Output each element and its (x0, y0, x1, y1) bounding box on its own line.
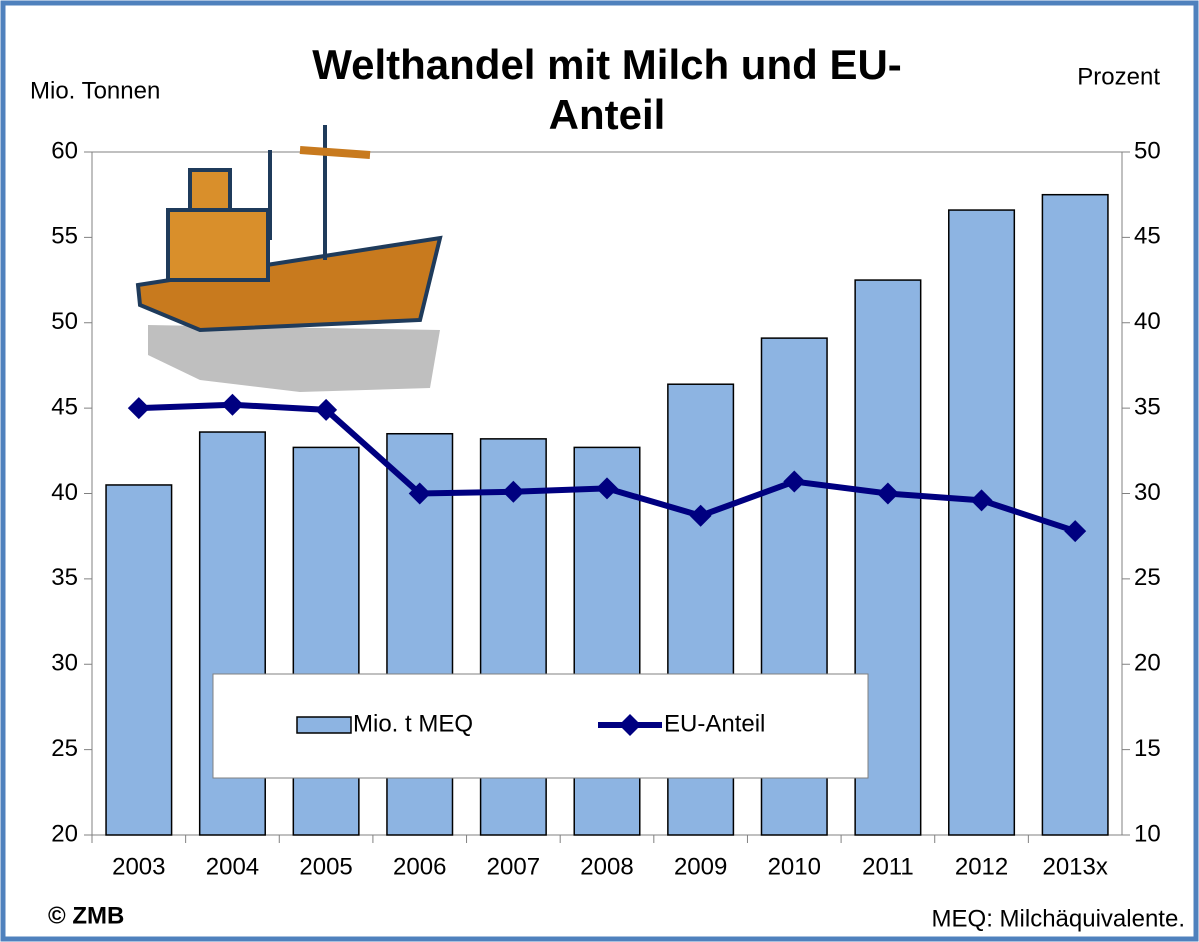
y-tick-label: 55 (51, 223, 78, 250)
ship-shadow (148, 325, 440, 392)
legend-label: Mio. t MEQ (353, 710, 473, 737)
y-tick-label: 60 (51, 137, 78, 164)
y-tick-label: 25 (51, 735, 78, 762)
bar (105, 484, 173, 836)
x-tick-label: 2007 (487, 853, 540, 880)
marker (315, 398, 338, 421)
marker (408, 482, 431, 505)
x-tick-label: 2011 (862, 853, 914, 880)
y-tick-label: 35 (51, 564, 78, 591)
marker (876, 482, 899, 505)
y2-tick-label: 50 (1134, 137, 1161, 164)
legend-swatch (296, 716, 352, 734)
marker (1064, 520, 1087, 543)
y2-tick-label: 15 (1134, 735, 1161, 762)
x-tick-label: 2003 (112, 853, 165, 880)
ship-hull (135, 235, 443, 333)
note: MEQ: Milchäquivalente. (932, 905, 1185, 932)
y2-axis-label: Prozent (1077, 63, 1160, 90)
x-tick-label: 2006 (393, 853, 446, 880)
y2-tick-label: 35 (1134, 393, 1161, 420)
x-tick-label: 2012 (955, 853, 1008, 880)
y2-tick-label: 25 (1134, 564, 1161, 591)
y2-tick-label: 20 (1134, 650, 1161, 677)
source: © ZMB (48, 902, 124, 929)
bar (948, 209, 1016, 836)
marker (596, 477, 618, 500)
y-tick-label: 50 (51, 308, 78, 335)
y2-tick-label: 40 (1134, 308, 1161, 335)
x-tick-label: 2010 (768, 853, 821, 880)
ship-crane (299, 146, 371, 159)
marker (502, 480, 525, 503)
y-tick-label: 40 (51, 479, 78, 506)
y2-tick-label: 10 (1134, 820, 1161, 847)
bar (1041, 193, 1109, 836)
x-tick-label: 2013x (1042, 853, 1107, 880)
marker (783, 470, 806, 493)
x-tick-label: 2008 (580, 853, 633, 880)
legend-marker (619, 714, 641, 736)
marker (127, 397, 150, 420)
y-axis-label: Mio. Tonnen (30, 77, 160, 104)
legend-label: EU-Anteil (664, 710, 765, 737)
chart-title: Welthandel mit Milch und EU-Anteil (312, 41, 902, 138)
ship-bridge (188, 168, 232, 212)
y2-tick-label: 45 (1134, 223, 1161, 250)
marker (970, 489, 993, 512)
ship-illustration (135, 125, 443, 392)
x-tick-label: 2009 (674, 853, 727, 880)
y-tick-label: 20 (51, 820, 78, 847)
y-tick-label: 30 (51, 650, 78, 677)
marker (221, 393, 244, 416)
marker (689, 504, 712, 527)
ship-cabin (166, 208, 270, 282)
x-tick-label: 2004 (206, 853, 259, 880)
x-tick-label: 2005 (299, 853, 352, 880)
y2-tick-label: 30 (1134, 479, 1161, 506)
y-tick-label: 45 (51, 393, 78, 420)
